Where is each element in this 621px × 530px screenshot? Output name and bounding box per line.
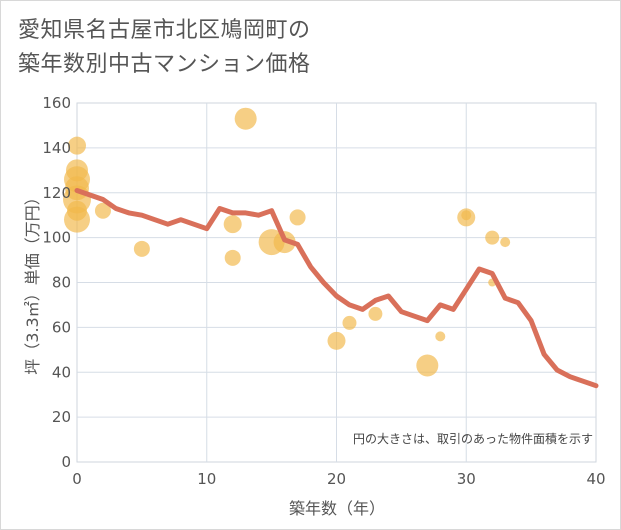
bubble-size-note: 円の大きさは、取引のあった物件面積を示す <box>353 431 593 446</box>
y-tick-label: 0 <box>61 453 71 471</box>
x-tick-label: 10 <box>197 470 216 488</box>
chart-title-line-1: 愛知県名古屋市北区鳩岡町の <box>18 18 311 43</box>
bubble-point <box>224 249 241 266</box>
bubble-point <box>485 230 500 245</box>
x-tick-label: 20 <box>327 470 346 488</box>
bubble-point <box>327 331 346 350</box>
x-tick-label: 30 <box>457 470 476 488</box>
bubble-point <box>133 240 150 257</box>
y-tick-label: 20 <box>52 408 71 426</box>
y-tick-label: 160 <box>42 94 71 112</box>
x-tick-labels: 0 10 20 30 40 <box>72 470 605 488</box>
y-tick-label: 100 <box>42 229 71 247</box>
bubble-point <box>234 107 257 130</box>
bubble-point <box>368 306 383 321</box>
y-tick-label: 60 <box>52 318 71 336</box>
bubble-layer <box>63 107 511 377</box>
bubble-point <box>435 331 446 342</box>
y-tick-label: 120 <box>42 184 71 202</box>
grid-lines <box>77 103 596 462</box>
trend-line-layer <box>74 188 599 389</box>
y-tick-label: 140 <box>42 139 71 157</box>
x-tick-label: 40 <box>586 470 605 488</box>
bubble-point <box>461 210 472 221</box>
bubble-point <box>94 202 111 219</box>
y-tick-label: 80 <box>52 274 71 292</box>
chart-title: 愛知県名古屋市北区鳩岡町の 築年数別中古マンション価格 <box>18 14 311 82</box>
bubble-point <box>500 237 511 248</box>
y-tick-labels: 0 20 40 60 80 100 120 140 160 <box>42 94 71 471</box>
trend-line <box>74 188 599 389</box>
x-axis-label: 築年数（年） <box>289 499 385 518</box>
y-axis-label: 坪（3.3㎡）単価（万円） <box>23 189 42 374</box>
bubble-point <box>342 315 357 330</box>
bubble-point <box>64 206 90 233</box>
x-tick-label: 0 <box>72 470 82 488</box>
bubble-point <box>416 354 439 377</box>
y-tick-label: 40 <box>52 363 71 381</box>
bubble-point <box>68 136 86 155</box>
bubble-point <box>223 215 242 234</box>
bubble-point <box>289 209 306 226</box>
chart-title-line-2: 築年数別中古マンション価格 <box>18 52 311 77</box>
